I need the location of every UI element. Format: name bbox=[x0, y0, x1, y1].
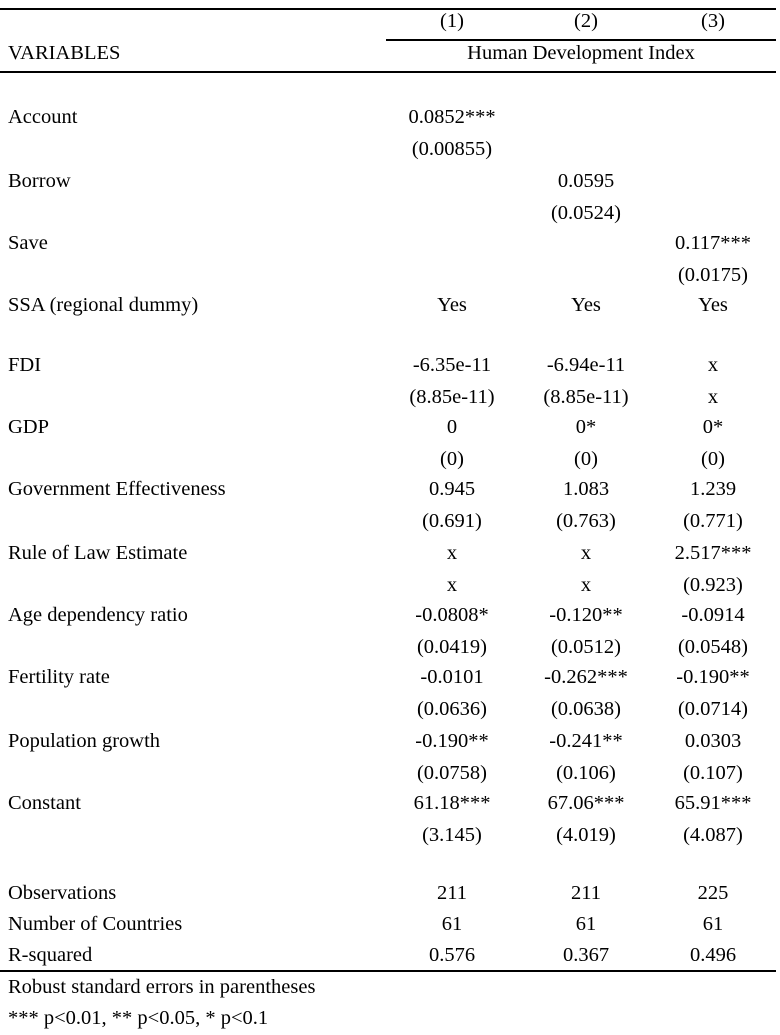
se-cell: (0.0714) bbox=[677, 698, 749, 720]
coef-cell: 0.0595 bbox=[557, 170, 615, 192]
row-label: Rule of Law Estimate bbox=[8, 542, 188, 564]
top-rule bbox=[0, 8, 776, 10]
coef-cell: -0.0808* bbox=[415, 604, 489, 626]
se-cell: (0.0548) bbox=[677, 636, 749, 658]
coef-cell: -6.35e-11 bbox=[412, 354, 492, 376]
stat-cell: 0.367 bbox=[562, 944, 610, 966]
se-cell: (0.0636) bbox=[416, 698, 488, 720]
coef-cell: -0.241** bbox=[549, 730, 623, 752]
coef-cell: Yes bbox=[698, 294, 728, 316]
se-cell: (0) bbox=[701, 448, 725, 470]
se-cell: x bbox=[446, 574, 458, 596]
se-cell: (0) bbox=[440, 448, 464, 470]
se-cell: (4.087) bbox=[683, 824, 743, 846]
row-label: FDI bbox=[8, 354, 42, 376]
col-number-3: (3) bbox=[701, 10, 725, 32]
se-cell: (0.0638) bbox=[550, 698, 622, 720]
coef-cell: x bbox=[446, 542, 458, 564]
coef-cell: 0.945 bbox=[428, 478, 476, 500]
coef-cell: 0* bbox=[702, 416, 724, 438]
coef-cell: 65.91*** bbox=[674, 792, 752, 814]
coef-cell: Yes bbox=[571, 294, 601, 316]
coef-cell: x bbox=[707, 354, 719, 376]
se-cell: (8.85e-11) bbox=[543, 386, 629, 408]
stat-cell: 211 bbox=[571, 882, 601, 904]
row-label: SSA (regional dummy) bbox=[8, 294, 199, 316]
se-cell: (0.0524) bbox=[550, 202, 622, 224]
bottom-rule bbox=[0, 970, 776, 972]
row-label: Constant bbox=[8, 792, 81, 814]
row-label: Fertility rate bbox=[8, 666, 110, 688]
coef-cell: 0.117*** bbox=[674, 232, 752, 254]
se-cell: (0.763) bbox=[556, 510, 616, 532]
stat-cell: 0.496 bbox=[689, 944, 737, 966]
coef-cell: -6.94e-11 bbox=[546, 354, 626, 376]
se-cell: (8.85e-11) bbox=[409, 386, 495, 408]
row-label: Account bbox=[8, 106, 78, 128]
stat-label: R-squared bbox=[8, 944, 93, 966]
note-significance: *** p<0.01, ** p<0.05, * p<0.1 bbox=[8, 1007, 269, 1029]
se-cell: (0.00855) bbox=[411, 138, 493, 160]
coef-cell: 0.0303 bbox=[684, 730, 742, 752]
se-cell: (0.106) bbox=[556, 762, 616, 784]
stat-cell: 225 bbox=[697, 882, 729, 904]
dependent-variable-header: Human Development Index bbox=[467, 42, 695, 64]
se-cell: (0) bbox=[574, 448, 598, 470]
row-label: Borrow bbox=[8, 170, 71, 192]
row-label: Government Effectiveness bbox=[8, 478, 226, 500]
row-label: Save bbox=[8, 232, 48, 254]
coef-cell: 1.083 bbox=[562, 478, 610, 500]
col-number-2: (2) bbox=[574, 10, 598, 32]
stat-label: Observations bbox=[8, 882, 117, 904]
se-cell: (0.771) bbox=[683, 510, 743, 532]
stat-cell: 61 bbox=[702, 913, 724, 935]
coef-cell: x bbox=[580, 542, 592, 564]
coef-cell: 61.18*** bbox=[413, 792, 491, 814]
coef-cell: 67.06*** bbox=[547, 792, 625, 814]
se-cell: (0.923) bbox=[683, 574, 743, 596]
se-cell: (0.0758) bbox=[416, 762, 488, 784]
coef-cell: 0* bbox=[575, 416, 597, 438]
variables-header: VARIABLES bbox=[8, 42, 121, 64]
coef-cell: -0.120** bbox=[549, 604, 623, 626]
coef-cell: 0 bbox=[446, 416, 458, 438]
coef-cell: -0.190** bbox=[415, 730, 489, 752]
se-cell: x bbox=[707, 386, 719, 408]
se-cell: (0.691) bbox=[422, 510, 482, 532]
coef-cell: Yes bbox=[437, 294, 467, 316]
coef-cell: -0.0914 bbox=[681, 604, 745, 626]
stat-cell: 211 bbox=[437, 882, 467, 904]
se-cell: (4.019) bbox=[556, 824, 616, 846]
header-rule bbox=[386, 39, 776, 41]
stat-cell: 61 bbox=[575, 913, 597, 935]
stat-cell: 0.576 bbox=[428, 944, 476, 966]
row-label: GDP bbox=[8, 416, 50, 438]
coef-cell: 2.517*** bbox=[674, 542, 752, 564]
se-cell: x bbox=[580, 574, 592, 596]
coef-cell: -0.262*** bbox=[544, 666, 628, 688]
col-number-1: (1) bbox=[440, 10, 464, 32]
row-label: Age dependency ratio bbox=[8, 604, 188, 626]
stat-cell: 61 bbox=[441, 913, 463, 935]
row-label: Population growth bbox=[8, 730, 161, 752]
coef-cell: -0.0101 bbox=[420, 666, 484, 688]
stat-label: Number of Countries bbox=[8, 913, 183, 935]
se-cell: (0.0419) bbox=[416, 636, 488, 658]
se-cell: (0.107) bbox=[683, 762, 743, 784]
coef-cell: 0.0852*** bbox=[408, 106, 496, 128]
se-cell: (0.0175) bbox=[677, 264, 749, 286]
coef-cell: 1.239 bbox=[689, 478, 737, 500]
header-bottom-rule bbox=[0, 71, 776, 73]
se-cell: (0.0512) bbox=[550, 636, 622, 658]
coef-cell: -0.190** bbox=[676, 666, 750, 688]
note-robust-se: Robust standard errors in parentheses bbox=[8, 976, 316, 998]
se-cell: (3.145) bbox=[422, 824, 482, 846]
